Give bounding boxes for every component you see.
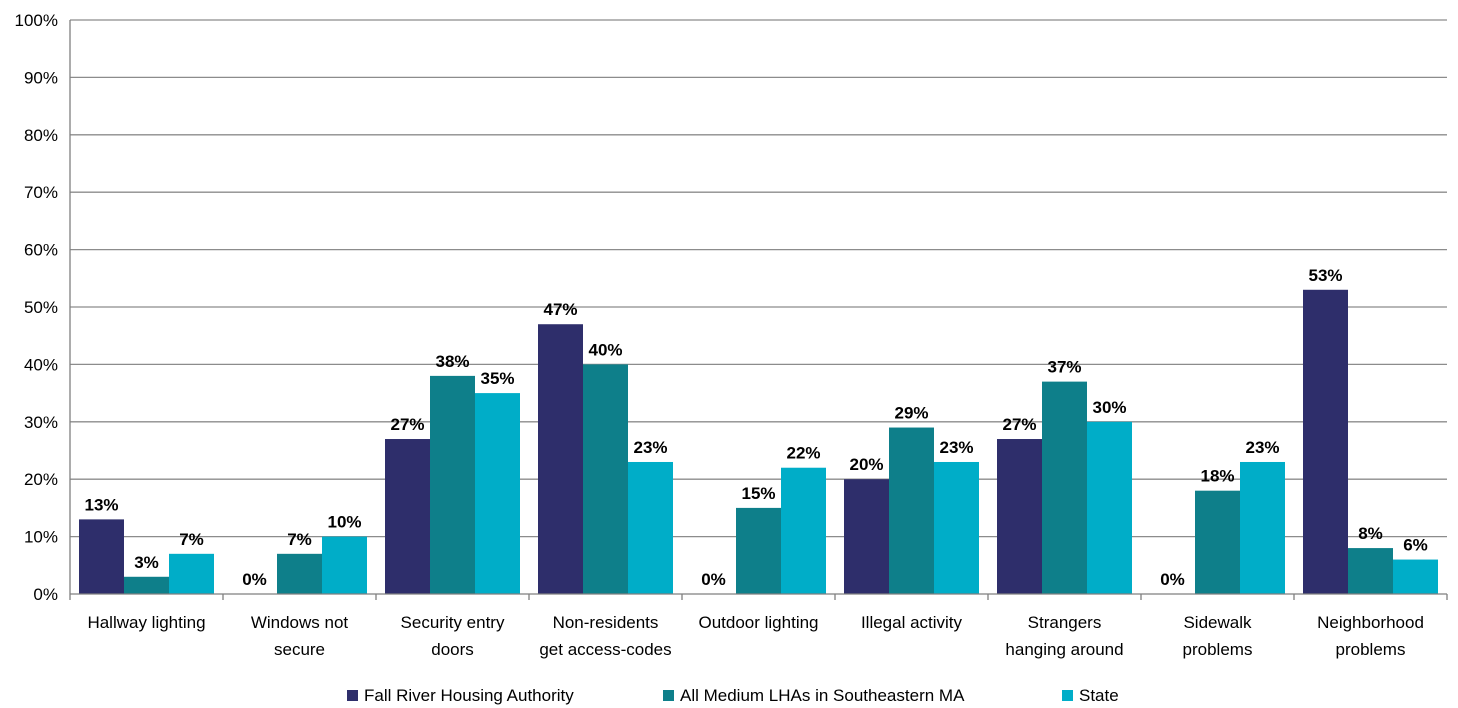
data-label: 23% bbox=[1245, 438, 1279, 457]
bar bbox=[79, 519, 124, 594]
category-label: Windows not secure bbox=[251, 613, 349, 659]
data-label: 7% bbox=[287, 530, 312, 549]
legend-swatch bbox=[347, 690, 358, 701]
legend-swatch bbox=[663, 690, 674, 701]
bar bbox=[889, 427, 934, 594]
category-label: Hallway lighting bbox=[87, 613, 205, 632]
y-tick-label: 40% bbox=[24, 355, 58, 374]
bar bbox=[997, 439, 1042, 594]
category-label: Non-residents get access-codes bbox=[539, 613, 671, 659]
y-tick-label: 60% bbox=[24, 241, 58, 260]
bar bbox=[1240, 461, 1285, 594]
y-tick-label: 20% bbox=[24, 470, 58, 489]
data-label: 3% bbox=[134, 553, 159, 572]
data-label: 29% bbox=[894, 404, 928, 423]
bar bbox=[1087, 421, 1132, 594]
data-labels: 13% 0% 27% 47% 0% 20% 27% 0% 53% 3% 7% 38% 40% 15% 29%… bbox=[84, 266, 1427, 589]
data-label: 47% bbox=[543, 300, 577, 319]
data-label: 0% bbox=[1160, 570, 1185, 589]
data-label: 6% bbox=[1403, 536, 1428, 555]
bars bbox=[79, 289, 1438, 594]
bar bbox=[628, 461, 673, 594]
bar bbox=[277, 553, 322, 594]
y-tick-label: 100% bbox=[15, 11, 58, 30]
data-label: 0% bbox=[701, 570, 726, 589]
bar bbox=[1195, 490, 1240, 594]
gridlines bbox=[70, 19, 1447, 538]
y-tick-label: 70% bbox=[24, 183, 58, 202]
bar bbox=[430, 375, 475, 594]
data-label: 22% bbox=[786, 444, 820, 463]
data-label: 18% bbox=[1200, 467, 1234, 486]
data-label: 7% bbox=[179, 530, 204, 549]
category-label: Security entry doors bbox=[401, 613, 505, 659]
bar bbox=[1042, 381, 1087, 594]
bar bbox=[736, 507, 781, 594]
data-label: 30% bbox=[1092, 398, 1126, 417]
legend: Fall River Housing Authority All Medium L… bbox=[347, 686, 1119, 705]
category-label: Sidewalk problems bbox=[1183, 613, 1253, 659]
data-label: 40% bbox=[588, 340, 622, 359]
data-label: 13% bbox=[84, 495, 118, 514]
category-label: Neighborhood problems bbox=[1317, 613, 1424, 659]
legend-swatch bbox=[1062, 690, 1073, 701]
category-label: Strangers hanging around bbox=[1005, 613, 1123, 659]
y-tick-label: 50% bbox=[24, 298, 58, 317]
legend-label: State bbox=[1079, 686, 1119, 705]
bar bbox=[1348, 548, 1393, 594]
category-label: Outdoor lighting bbox=[698, 613, 818, 632]
bar bbox=[124, 576, 169, 594]
data-label: 10% bbox=[327, 513, 361, 532]
bar bbox=[1393, 559, 1438, 594]
bar bbox=[169, 553, 214, 594]
category-label: Illegal activity bbox=[861, 613, 963, 632]
bar bbox=[538, 324, 583, 594]
data-label: 38% bbox=[435, 352, 469, 371]
bar bbox=[385, 439, 430, 594]
category-labels: Hallway lighting Windows not secure Securit… bbox=[87, 613, 1423, 659]
data-label: 23% bbox=[633, 438, 667, 457]
y-tick-label: 30% bbox=[24, 413, 58, 432]
data-label: 8% bbox=[1358, 524, 1383, 543]
data-label: 35% bbox=[480, 369, 514, 388]
bar bbox=[475, 393, 520, 594]
data-label: 27% bbox=[390, 415, 424, 434]
data-label: 15% bbox=[741, 484, 775, 503]
data-label: 53% bbox=[1308, 266, 1342, 285]
data-label: 27% bbox=[1002, 415, 1036, 434]
data-label: 23% bbox=[939, 438, 973, 457]
data-label: 20% bbox=[849, 455, 883, 474]
y-tick-label: 0% bbox=[33, 585, 58, 604]
legend-label: Fall River Housing Authority bbox=[364, 686, 574, 705]
y-axis-tick-labels: 0% 10% 20% 30% 40% 50% 60% 70% 80% 90% 100% bbox=[15, 11, 58, 604]
data-label: 0% bbox=[242, 570, 267, 589]
y-tick-label: 80% bbox=[24, 126, 58, 145]
y-tick-label: 90% bbox=[24, 68, 58, 87]
bar bbox=[844, 479, 889, 594]
bar bbox=[322, 536, 367, 594]
x-axis bbox=[69, 20, 1448, 600]
data-label: 37% bbox=[1047, 358, 1081, 377]
bar bbox=[583, 364, 628, 594]
bar bbox=[934, 461, 979, 594]
bar bbox=[781, 467, 826, 594]
legend-label: All Medium LHAs in Southeastern MA bbox=[680, 686, 965, 705]
bar bbox=[1303, 289, 1348, 594]
y-tick-label: 10% bbox=[24, 528, 58, 547]
